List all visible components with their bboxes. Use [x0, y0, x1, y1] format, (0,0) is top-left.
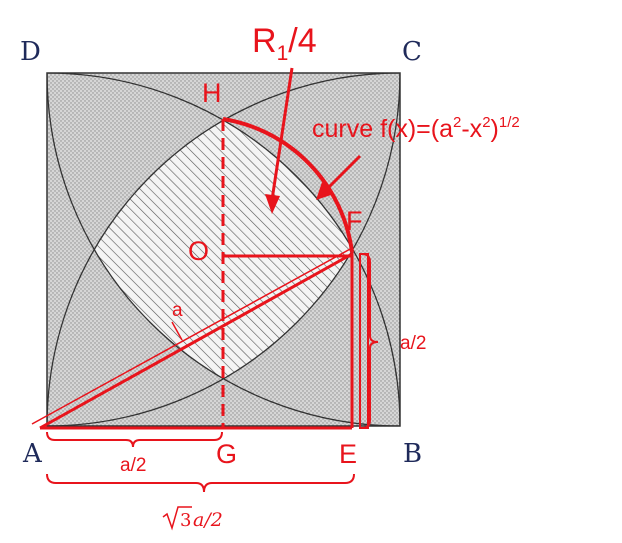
- arrow-curve-shaft: [322, 154, 362, 194]
- side-a-line: [31, 247, 353, 425]
- arrow-curve-head: [316, 182, 334, 200]
- sqrt-rest: a/2: [193, 509, 223, 531]
- region-r1-label: R1/4: [252, 22, 317, 65]
- side-a-tick: [171, 321, 183, 341]
- point-e-label: E: [339, 439, 357, 469]
- point-o-label: O: [188, 236, 209, 266]
- half-label-bottom: a/2: [120, 455, 146, 476]
- vertex-c-label: C: [402, 37, 422, 67]
- arrow-r1-head: [265, 194, 280, 214]
- vertex-b-label: B: [403, 439, 422, 469]
- bottom-brace-sqrt: [46, 473, 355, 493]
- bottom-brace-half: [46, 431, 223, 448]
- point-f-label: F: [346, 206, 363, 236]
- sqrt-label: 3 a/2: [162, 506, 223, 531]
- square-figure: [47, 73, 400, 426]
- vertex-a-label: A: [22, 439, 43, 469]
- curve-label: curve f(x)=(a2-x2)1/2: [312, 114, 520, 143]
- central-region: [94, 120, 354, 379]
- arrow-r1-shaft: [270, 67, 294, 201]
- sqrt-coef: 3: [180, 510, 191, 531]
- point-g-label: G: [216, 439, 237, 469]
- right-brace: [361, 253, 379, 429]
- half-label-right: a/2: [400, 333, 426, 354]
- point-h-label: H: [202, 78, 222, 108]
- line-af: [39, 252, 353, 430]
- curve-hf: [222, 117, 354, 253]
- vertex-d-label: D: [20, 37, 41, 67]
- side-a-label: a: [172, 300, 183, 321]
- annotation-geometry: [31, 67, 379, 493]
